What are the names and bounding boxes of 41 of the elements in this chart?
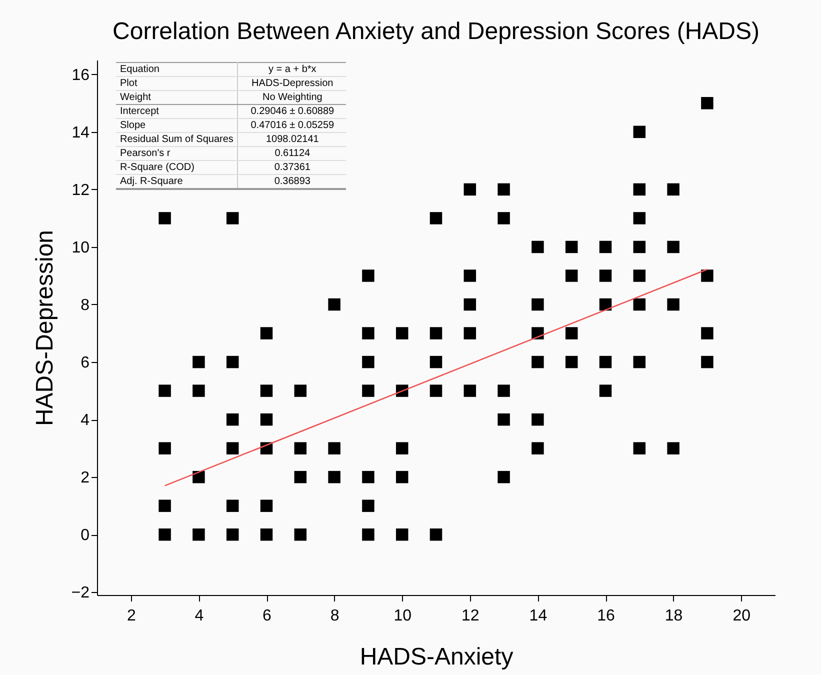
annotation: 0.29046 ± 0.60889 [238, 104, 346, 118]
y-tick-label: 12 [72, 182, 90, 199]
annotation: 0.47016 ± 0.05259 [238, 118, 346, 132]
x-tick-label: 14 [529, 608, 548, 624]
y-tick-label: 8 [80, 296, 90, 314]
y-tick-label: 16 [72, 66, 90, 84]
annotation: Adj. R-Square [116, 174, 238, 189]
x-axis-title: HADS-Anxiety [360, 644, 514, 670]
x-tick-label: 4 [194, 608, 204, 624]
annotation: 1098.02141 [238, 132, 346, 146]
x-tick-label: 18 [664, 608, 683, 624]
annotation: y = a + b*x [238, 62, 346, 76]
y-tick-label: 10 [72, 239, 90, 256]
y-tick-label: 14 [72, 124, 90, 142]
x-tick-label: 2 [126, 608, 136, 624]
annotation: Intercept [116, 104, 238, 118]
annotation: 0.37361 [238, 160, 346, 174]
y-tick-label: 4 [80, 412, 90, 430]
y-tick-label: 6 [80, 354, 90, 372]
x-tick-label: 20 [732, 608, 751, 624]
annotation: 0.36893 [238, 174, 346, 189]
x-tick-label: 6 [262, 608, 272, 624]
x-tick-label: 16 [597, 608, 615, 624]
annotation: Pearson's r [116, 146, 238, 160]
x-tick-label: 10 [394, 608, 412, 624]
annotation: Weight [116, 90, 238, 104]
annotation: Plot [116, 76, 238, 90]
annotation: R-Square (COD) [116, 160, 238, 174]
x-tick-label: 12 [462, 608, 480, 624]
annotation: 0.61124 [238, 146, 346, 160]
annotation: No Weighting [238, 90, 346, 104]
x-tick-label: 8 [330, 608, 340, 624]
annotation: Slope [116, 118, 238, 132]
y-tick-label: 0 [80, 527, 90, 544]
chart-title: Correlation Between Anxiety and Depression Scores (HADS) [112, 18, 760, 45]
y-axis-title: HADS-Depression [31, 230, 58, 426]
y-tick-label: −2 [71, 584, 90, 602]
annotation: Residual Sum of Squares [116, 132, 238, 146]
y-tick-label: 2 [80, 470, 90, 487]
annotation: Equation [116, 62, 238, 76]
annotation: HADS-Depression [238, 76, 346, 90]
